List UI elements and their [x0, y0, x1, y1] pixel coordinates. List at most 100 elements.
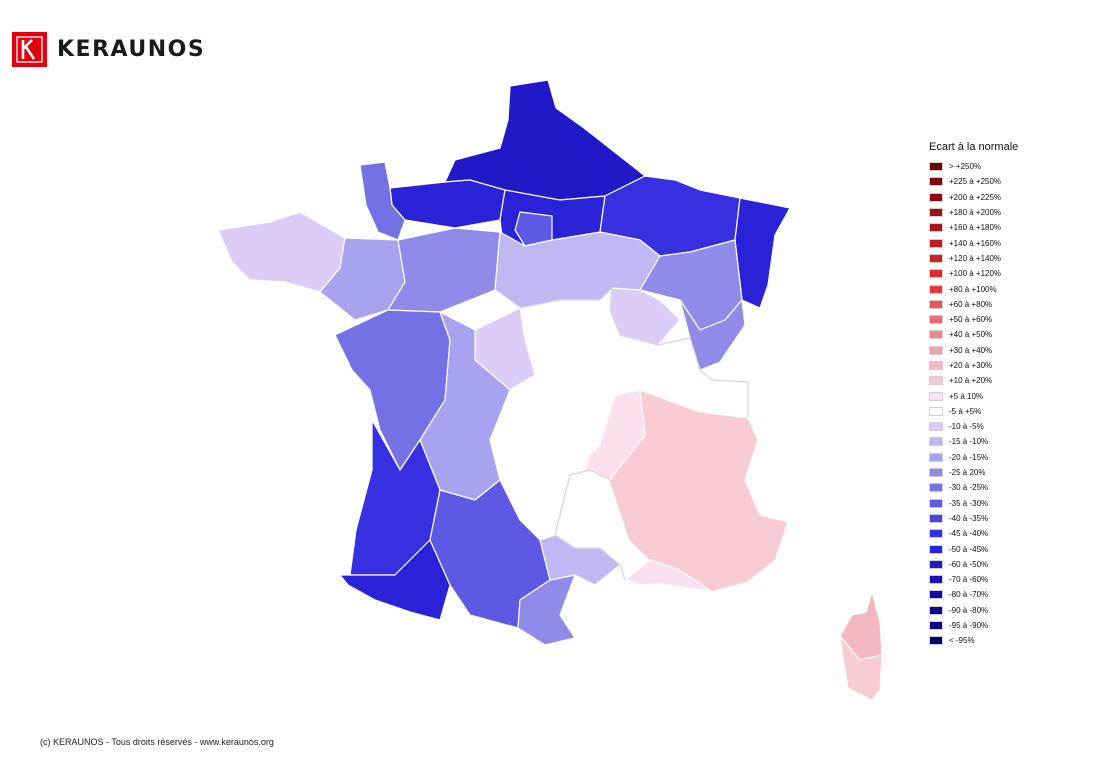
- legend-item: +225 à +250%: [929, 174, 1018, 189]
- legend-item: +20 à +30%: [929, 358, 1018, 373]
- legend-label: +140 à +160%: [949, 238, 1002, 248]
- legend-swatch: [929, 330, 943, 340]
- legend-label: +120 à +140%: [949, 253, 1002, 263]
- legend-label: < -95%: [949, 636, 975, 646]
- legend-item: +200 à +225%: [929, 190, 1018, 205]
- legend-swatch: [929, 468, 943, 478]
- legend-swatch: [929, 345, 943, 355]
- region-bdr-var: [624, 559, 713, 593]
- legend-swatch: [929, 238, 943, 248]
- legend-item: -5 à +5%: [929, 404, 1018, 419]
- legend-label: -50 à -45%: [949, 544, 989, 554]
- legend-label: +30 à +40%: [949, 345, 993, 355]
- footer-copyright: (c) KERAUNOS - Tous droits réservés - ww…: [40, 737, 274, 747]
- legend-swatch: [929, 177, 943, 187]
- legend-item: > +250%: [929, 159, 1018, 174]
- legend-label: -35 à -30%: [949, 498, 989, 508]
- region-bretagne-west: [217, 211, 346, 293]
- legend-item: -10 à -5%: [929, 419, 1018, 434]
- legend-swatch: [929, 575, 943, 585]
- legend-swatch: [929, 391, 943, 401]
- legend-swatch: [929, 452, 943, 462]
- legend-item: -95 à -90%: [929, 618, 1018, 633]
- brand-name: KERAUNOS: [57, 37, 206, 62]
- legend-swatch: [929, 636, 943, 646]
- legend-swatch: [929, 544, 943, 554]
- legend-swatch: [929, 422, 943, 432]
- legend-title: Ecart à la normale: [929, 141, 1019, 153]
- legend-label: -30 à -25%: [949, 483, 989, 493]
- legend-label: +20 à +30%: [949, 361, 993, 370]
- legend-swatch: [929, 529, 943, 539]
- legend-item: +30 à +40%: [929, 343, 1018, 358]
- legend-item: -90 à -80%: [929, 603, 1018, 618]
- legend-swatch: [929, 162, 943, 172]
- legend-items: > +250% +225 à +250% +200 à +225% +180 à +2…: [929, 159, 1018, 649]
- legend-label: +5 à 10%: [949, 391, 984, 401]
- legend-item: -35 à -30%: [929, 496, 1018, 511]
- legend-label: -60 à -50%: [949, 559, 989, 569]
- legend-item: +60 à +80%: [929, 297, 1018, 312]
- region-alsace: [734, 197, 791, 309]
- legend-label: +225 à +250%: [949, 177, 1002, 187]
- legend-item: -40 à -35%: [929, 511, 1018, 526]
- legend-item: +120 à +140%: [929, 251, 1018, 266]
- legend-item: +80 à +100%: [929, 281, 1018, 296]
- legend-swatch: [929, 284, 943, 294]
- legend-swatch: [929, 376, 943, 386]
- legend-label: -20 à -15%: [949, 452, 989, 462]
- legend-item: < -95%: [929, 633, 1018, 648]
- legend-label: -90 à -80%: [949, 605, 989, 615]
- legend-swatch: [929, 253, 943, 263]
- legend-item: -30 à -25%: [929, 480, 1018, 495]
- legend-label: +180 à +200%: [949, 208, 1002, 218]
- legend-label: -15 à -10%: [949, 437, 989, 447]
- legend-label: -80 à -70%: [949, 590, 989, 600]
- legend-swatch: [929, 406, 943, 416]
- legend-swatch: [929, 315, 943, 325]
- region-normandie: [389, 179, 506, 229]
- legend-swatch: [929, 269, 943, 279]
- legend-label: -25 à 20%: [949, 468, 986, 478]
- legend-label: +160 à +180%: [949, 223, 1002, 233]
- legend-item: -20 à -15%: [929, 450, 1018, 465]
- legend-item: -50 à -45%: [929, 541, 1018, 556]
- legend-label: +50 à +60%: [949, 315, 993, 325]
- legend-label: -5 à +5%: [949, 406, 982, 416]
- header-logo: KERAUNOS: [12, 32, 205, 67]
- legend-swatch: [929, 208, 943, 218]
- legend-label: -40 à -35%: [949, 513, 989, 523]
- map-legend: Ecart à la normale > +250% +225 à +250% +2…: [929, 141, 1018, 649]
- legend-item: -60 à -50%: [929, 557, 1018, 572]
- legend-item: +50 à +60%: [929, 312, 1018, 327]
- legend-label: > +250%: [949, 162, 982, 172]
- legend-swatch: [929, 498, 943, 508]
- keraunos-logo-icon: [12, 32, 47, 67]
- legend-item: +100 à +120%: [929, 266, 1018, 281]
- legend-swatch: [929, 605, 943, 615]
- legend-item: -80 à -70%: [929, 587, 1018, 602]
- region-corse-south: [839, 635, 883, 701]
- legend-label: +200 à +225%: [949, 192, 1002, 202]
- legend-swatch: [929, 299, 943, 309]
- legend-item: +5 à 10%: [929, 388, 1018, 403]
- legend-swatch: [929, 513, 943, 523]
- legend-item: -25 à 20%: [929, 465, 1018, 480]
- legend-label: +10 à +20%: [949, 376, 993, 386]
- legend-swatch: [929, 559, 943, 569]
- legend-item: +10 à +20%: [929, 373, 1018, 388]
- legend-item: +40 à +50%: [929, 327, 1018, 342]
- legend-label: -95 à -90%: [949, 621, 989, 631]
- legend-item: -70 à -60%: [929, 572, 1018, 587]
- legend-swatch: [929, 621, 943, 631]
- region-cotentin: [359, 161, 406, 241]
- legend-item: -45 à -40%: [929, 526, 1018, 541]
- legend-swatch: [929, 223, 943, 233]
- legend-swatch: [929, 192, 943, 202]
- legend-label: -70 à -60%: [949, 575, 989, 585]
- legend-item: +180 à +200%: [929, 205, 1018, 220]
- legend-label: +100 à +120%: [949, 269, 1002, 279]
- region-landes-pyrenees: [339, 539, 451, 621]
